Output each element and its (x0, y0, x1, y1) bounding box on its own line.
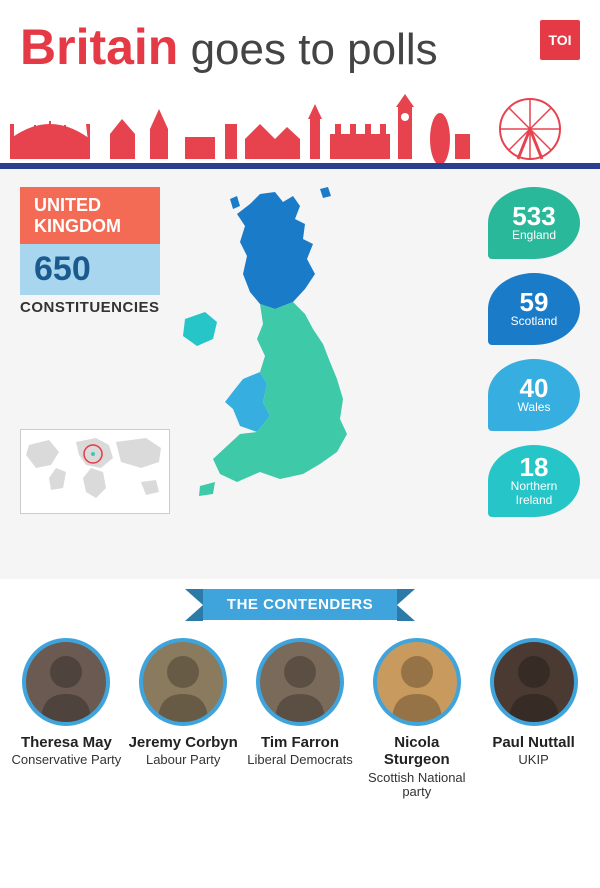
contender-avatar (22, 638, 110, 726)
contenders-heading: THE CONTENDERS (0, 589, 600, 620)
contender-name: Tim Farron (244, 734, 356, 751)
contender-card: Jeremy Corbyn Labour Party (127, 638, 239, 800)
summary-box: UNITED KINGDOM 650 CONSTITUENCIES (20, 187, 160, 316)
pill-number: 40 (520, 375, 549, 401)
pill-number: 533 (512, 203, 555, 229)
contender-card: Paul Nuttall UKIP (478, 638, 590, 800)
contender-party: UKIP (478, 753, 590, 768)
skyline-graphic (0, 89, 600, 169)
contender-name: Theresa May (10, 734, 122, 751)
contenders-row: Theresa May Conservative Party Jeremy Corb… (0, 620, 600, 825)
main-panel: UNITED KINGDOM 650 CONSTITUENCIES (0, 169, 600, 579)
region-pill: 18Northern Ireland (488, 445, 580, 517)
contender-name: Jeremy Corbyn (127, 734, 239, 751)
region-pill: 40Wales (488, 359, 580, 431)
contender-avatar (256, 638, 344, 726)
contender-avatar (139, 638, 227, 726)
pill-label: England (512, 229, 556, 243)
pill-number: 59 (520, 289, 549, 315)
contender-card: Nicola SturgeonScottish National party (361, 638, 473, 800)
region-line1: UNITED (34, 195, 101, 215)
region-line2: KINGDOM (34, 216, 121, 236)
map-scotland (237, 192, 315, 309)
map-nireland (183, 312, 217, 346)
pill-number: 18 (520, 454, 549, 480)
contender-avatar (373, 638, 461, 726)
title-bold: Britain (20, 19, 178, 75)
title-rest: goes to polls (178, 25, 437, 74)
contender-avatar (490, 638, 578, 726)
uk-map (165, 184, 385, 514)
contender-card: Theresa May Conservative Party (10, 638, 122, 800)
ribbon-label: THE CONTENDERS (203, 589, 397, 620)
contender-card: Tim Farron Liberal Democrats (244, 638, 356, 800)
contender-party: Scottish National party (361, 771, 473, 801)
region-pill: 533England (488, 187, 580, 259)
contender-name: Paul Nuttall (478, 734, 590, 751)
world-inset-map (20, 429, 170, 514)
region-label: UNITED KINGDOM (20, 187, 160, 244)
constituency-count: 650 (20, 244, 160, 295)
contender-party: Labour Party (127, 753, 239, 768)
contender-party: Conservative Party (10, 753, 122, 768)
pill-label: Scotland (511, 315, 558, 329)
pill-label: Northern Ireland (511, 480, 558, 508)
contender-name: Nicola Sturgeon (361, 734, 473, 769)
source-badge: TOI (540, 20, 580, 60)
contender-party: Liberal Democrats (244, 753, 356, 768)
region-pills: 533England 59Scotland 40Wales 18Northern Ir… (488, 187, 580, 517)
page-title: Britain goes to polls (20, 18, 580, 76)
pill-label: Wales (518, 401, 551, 415)
region-pill: 59Scotland (488, 273, 580, 345)
infographic-root: Britain goes to polls TOI (0, 0, 600, 825)
header: Britain goes to polls TOI (0, 0, 600, 84)
constituency-label: CONSTITUENCIES (20, 299, 160, 316)
